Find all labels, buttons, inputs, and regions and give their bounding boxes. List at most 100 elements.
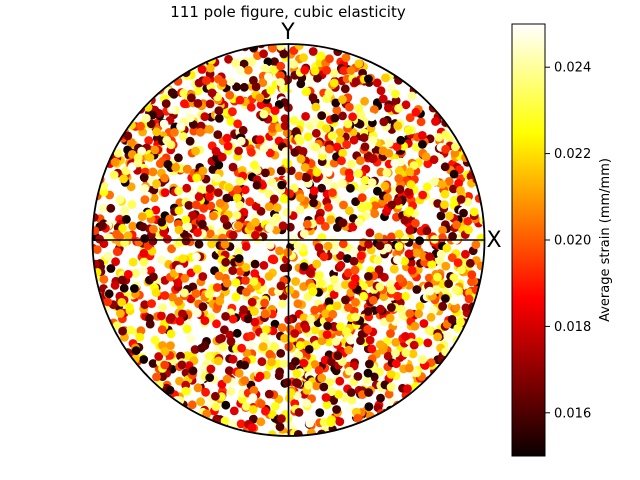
data-point xyxy=(425,286,435,296)
data-point xyxy=(440,189,450,199)
data-point xyxy=(241,242,251,251)
data-point xyxy=(456,317,465,327)
data-point xyxy=(199,204,209,213)
data-point xyxy=(159,119,169,129)
data-point xyxy=(271,225,281,235)
data-point xyxy=(435,256,445,266)
data-point xyxy=(191,289,201,298)
data-point xyxy=(255,135,265,145)
data-point xyxy=(464,294,474,304)
data-point xyxy=(406,180,416,189)
data-point xyxy=(294,134,303,143)
data-point xyxy=(396,135,406,145)
data-point xyxy=(239,305,249,315)
data-point xyxy=(154,352,164,361)
data-point xyxy=(138,222,148,232)
data-point xyxy=(247,57,256,66)
data-point xyxy=(99,187,109,197)
data-point xyxy=(353,413,363,423)
data-point xyxy=(280,114,290,124)
data-point xyxy=(431,117,440,126)
data-point xyxy=(395,274,405,283)
data-point xyxy=(324,297,334,307)
data-point xyxy=(220,240,230,249)
data-point xyxy=(450,148,460,158)
data-point xyxy=(166,341,175,350)
data-point xyxy=(391,359,401,369)
data-point xyxy=(407,91,417,101)
data-point xyxy=(332,105,342,115)
data-point xyxy=(157,217,167,227)
data-point xyxy=(212,173,222,183)
data-point xyxy=(316,279,326,288)
data-point xyxy=(197,343,207,353)
data-point xyxy=(383,351,393,361)
data-point xyxy=(247,340,256,350)
data-point xyxy=(375,340,385,349)
data-point xyxy=(429,155,439,165)
data-point xyxy=(182,164,192,174)
data-point xyxy=(461,303,471,313)
data-point xyxy=(232,210,242,220)
data-point xyxy=(440,162,450,172)
data-point xyxy=(461,249,470,259)
data-point xyxy=(282,128,292,138)
data-point xyxy=(255,194,264,204)
data-point xyxy=(302,399,312,408)
data-point xyxy=(346,183,355,193)
data-point xyxy=(438,225,447,235)
data-point xyxy=(124,302,134,312)
data-point xyxy=(219,342,228,352)
data-point xyxy=(441,294,450,303)
data-point xyxy=(375,241,385,251)
data-point xyxy=(174,225,184,235)
data-point xyxy=(383,221,393,231)
data-point xyxy=(321,309,331,318)
data-point xyxy=(131,269,140,278)
data-point xyxy=(270,106,280,115)
data-point xyxy=(324,89,334,98)
data-point xyxy=(344,303,353,312)
data-point xyxy=(106,203,116,213)
data-point xyxy=(405,376,414,386)
data-point xyxy=(317,336,327,346)
data-point xyxy=(174,297,184,306)
data-point xyxy=(119,174,128,184)
data-point xyxy=(157,325,167,335)
data-point xyxy=(198,272,208,281)
data-point xyxy=(321,393,331,402)
data-point xyxy=(202,76,211,85)
data-point xyxy=(241,263,251,272)
data-point xyxy=(324,337,334,347)
data-point xyxy=(196,397,206,406)
data-point xyxy=(368,154,378,163)
data-point xyxy=(162,135,172,145)
data-point xyxy=(137,212,147,222)
data-point xyxy=(305,77,315,87)
data-point xyxy=(222,193,232,203)
data-point xyxy=(251,218,260,227)
data-point xyxy=(454,179,463,188)
data-point xyxy=(338,111,347,121)
data-point xyxy=(147,299,157,308)
data-point xyxy=(404,125,413,135)
data-point xyxy=(309,198,318,208)
data-point xyxy=(250,259,260,269)
data-point xyxy=(188,366,198,376)
data-point xyxy=(99,275,109,284)
data-point xyxy=(249,277,259,286)
data-point xyxy=(133,158,143,168)
data-point xyxy=(118,326,127,336)
data-point xyxy=(423,159,433,169)
data-point xyxy=(379,117,389,127)
data-point xyxy=(401,291,410,301)
data-point xyxy=(175,376,184,386)
data-point xyxy=(339,200,348,210)
data-point xyxy=(252,180,262,190)
data-point xyxy=(322,400,332,410)
data-point xyxy=(348,222,358,232)
data-point xyxy=(126,138,136,147)
colorbar-tick-label: 0.024 xyxy=(554,61,591,76)
data-point xyxy=(291,277,300,286)
